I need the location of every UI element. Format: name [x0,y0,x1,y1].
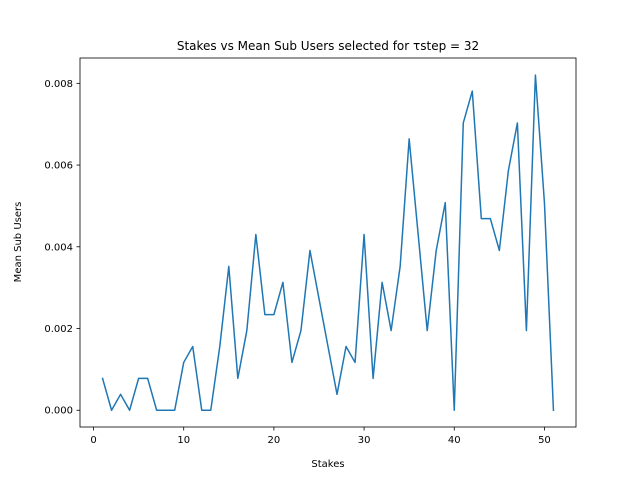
x-tick-label: 20 [268,435,281,446]
y-tick-label: 0.002 [44,324,73,335]
x-axis-label: Stakes [311,459,344,470]
y-tick-label: 0.008 [44,79,73,90]
x-axis: 0 10 20 30 40 50 [90,427,551,446]
x-tick-label: 30 [358,435,371,446]
plot-frame [79,57,577,428]
y-axis: 0.000 0.002 0.004 0.006 0.008 [44,79,80,417]
x-tick-label: 50 [538,435,551,446]
y-tick-label: 0.006 [44,161,73,172]
x-tick-label: 0 [90,435,96,446]
x-tick-label: 10 [177,435,190,446]
x-tick-label: 40 [448,435,461,446]
y-tick-label: 0.004 [44,242,73,253]
y-tick-label: 0.000 [44,406,73,417]
y-axis-label: Mean Sub Users [13,202,24,283]
plot-area [101,74,555,412]
chart-title: Stakes vs Mean Sub Users selected for τs… [177,39,479,53]
